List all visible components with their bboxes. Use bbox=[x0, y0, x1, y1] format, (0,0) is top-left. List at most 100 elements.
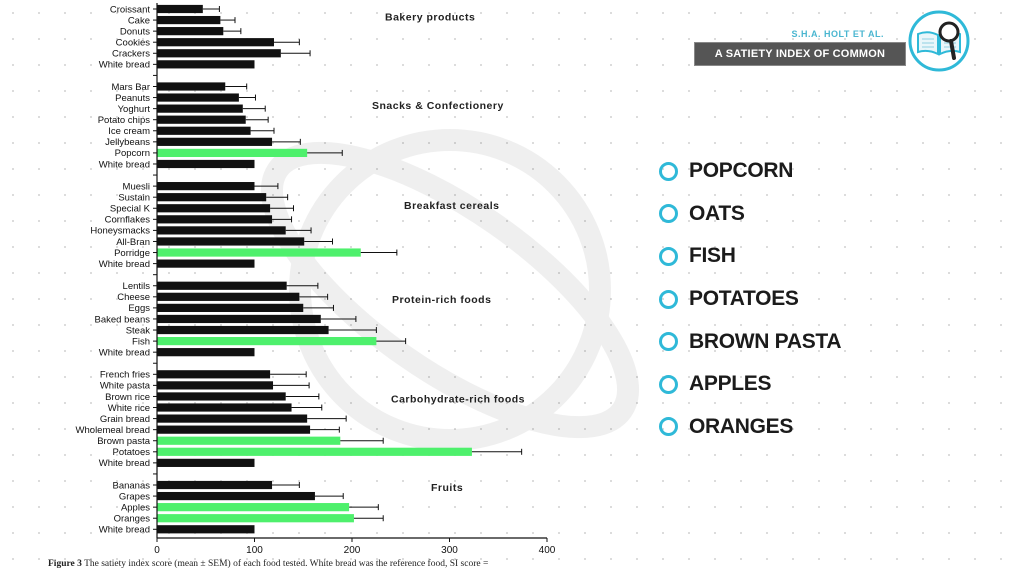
bar bbox=[157, 82, 226, 91]
bar bbox=[157, 370, 271, 379]
bar bbox=[157, 292, 300, 301]
category-label: Croissant bbox=[110, 4, 150, 15]
food-list-item: ORANGES bbox=[658, 406, 841, 449]
brand-title: A SATIETY INDEX OF COMMON FOODS bbox=[694, 42, 906, 82]
bar bbox=[157, 325, 329, 335]
bar bbox=[157, 403, 292, 412]
group-label: Protein-rich foods bbox=[392, 294, 491, 306]
food-list-label: OATS bbox=[689, 201, 745, 225]
bar bbox=[157, 525, 255, 534]
category-label: Mars Bar bbox=[111, 82, 150, 93]
category-label: Cookies bbox=[116, 38, 151, 49]
food-list-item: APPLES bbox=[658, 363, 841, 406]
x-tick-label: 0 bbox=[154, 545, 160, 556]
circle-bullet-icon bbox=[659, 332, 678, 352]
category-label: Popcorn bbox=[115, 148, 150, 159]
bar bbox=[157, 49, 281, 58]
bar bbox=[157, 337, 377, 346]
category-label: White bread bbox=[99, 347, 150, 358]
bar bbox=[157, 314, 321, 324]
category-label: White bread bbox=[99, 60, 150, 71]
category-label: Jellybeans bbox=[105, 137, 150, 148]
bar bbox=[157, 447, 472, 456]
category-label: White pasta bbox=[100, 381, 151, 392]
bar bbox=[157, 38, 274, 47]
bar bbox=[157, 436, 341, 445]
group-label: Bakery products bbox=[385, 12, 475, 24]
category-label: Wholemeal bread bbox=[76, 425, 150, 436]
bar bbox=[157, 348, 255, 357]
circle-bullet-icon bbox=[659, 246, 678, 266]
bar bbox=[157, 480, 273, 490]
category-label: Grapes bbox=[119, 491, 150, 502]
food-list-item: POTATOES bbox=[658, 278, 841, 321]
brand-author: S.H.A. HOLT ET AL. bbox=[791, 29, 884, 39]
bar bbox=[157, 115, 246, 124]
food-list-item: POPCORN bbox=[658, 150, 841, 193]
bar bbox=[157, 60, 255, 69]
bar bbox=[157, 93, 239, 102]
group-label: Carbohydrate-rich foods bbox=[391, 394, 525, 406]
category-label: Ice cream bbox=[108, 126, 150, 137]
bar bbox=[157, 193, 267, 202]
bar bbox=[157, 182, 255, 191]
category-label: Honeysmacks bbox=[90, 226, 150, 237]
category-label: Cheese bbox=[117, 292, 150, 303]
category-label: Crackers bbox=[112, 49, 150, 60]
bar bbox=[157, 392, 286, 401]
group-label: Breakfast cereals bbox=[404, 200, 499, 212]
category-label: White rice bbox=[108, 403, 150, 414]
bar bbox=[157, 204, 271, 213]
category-label: Fish bbox=[132, 336, 150, 347]
group-label: Fruits bbox=[431, 482, 463, 494]
bar bbox=[157, 148, 308, 158]
category-label: Porridge bbox=[114, 248, 150, 259]
food-list-item: OATS bbox=[658, 193, 841, 236]
category-label: White bread bbox=[99, 159, 150, 170]
food-list-item: FISH bbox=[658, 235, 841, 278]
food-list: POPCORN OATS FISH POTATOES BROWN PASTA APPLES… bbox=[658, 150, 842, 449]
figure-caption: Figure 3 The satiety index score (mean ±… bbox=[48, 559, 488, 569]
bar bbox=[157, 137, 273, 146]
bar bbox=[157, 259, 255, 268]
food-list-label: ORANGES bbox=[689, 414, 794, 438]
category-label: Baked beans bbox=[95, 314, 151, 325]
category-label: White bread bbox=[99, 458, 150, 469]
bar bbox=[157, 15, 221, 25]
group-label: Snacks & Confectionery bbox=[372, 100, 504, 112]
x-tick-label: 300 bbox=[441, 545, 458, 556]
food-list-item: BROWN PASTA bbox=[658, 320, 842, 363]
circle-bullet-icon bbox=[659, 161, 678, 181]
bar bbox=[157, 248, 361, 257]
bar bbox=[157, 514, 354, 523]
category-label: Donuts bbox=[120, 26, 150, 37]
bar bbox=[157, 126, 251, 135]
circle-bullet-icon bbox=[659, 374, 678, 394]
category-label: Cornflakes bbox=[105, 215, 151, 226]
category-label: Brown pasta bbox=[97, 436, 151, 447]
bar bbox=[157, 215, 273, 224]
bar bbox=[157, 503, 350, 512]
category-label: Apples bbox=[121, 502, 150, 513]
category-label: Bananas bbox=[112, 480, 150, 491]
category-label: Potato chips bbox=[98, 115, 151, 126]
circle-bullet-icon bbox=[659, 417, 678, 437]
bar bbox=[157, 159, 255, 169]
circle-bullet-icon bbox=[659, 289, 678, 309]
category-label: All-Bran bbox=[116, 237, 150, 248]
category-label: Steak bbox=[126, 325, 151, 336]
category-label: Muesli bbox=[123, 181, 150, 192]
category-label: Eggs bbox=[128, 303, 150, 314]
category-label: Oranges bbox=[114, 514, 151, 525]
x-tick-label: 100 bbox=[246, 545, 263, 556]
bar bbox=[157, 458, 255, 467]
bar bbox=[157, 4, 203, 14]
food-list-label: APPLES bbox=[689, 372, 772, 396]
figure-caption-label: Figure 3 bbox=[48, 559, 82, 569]
bar bbox=[157, 414, 308, 423]
food-list-label: FISH bbox=[689, 244, 736, 268]
food-list-label: POTATOES bbox=[689, 287, 799, 311]
category-label: Sustain bbox=[118, 192, 150, 203]
category-label: Special K bbox=[110, 204, 151, 215]
